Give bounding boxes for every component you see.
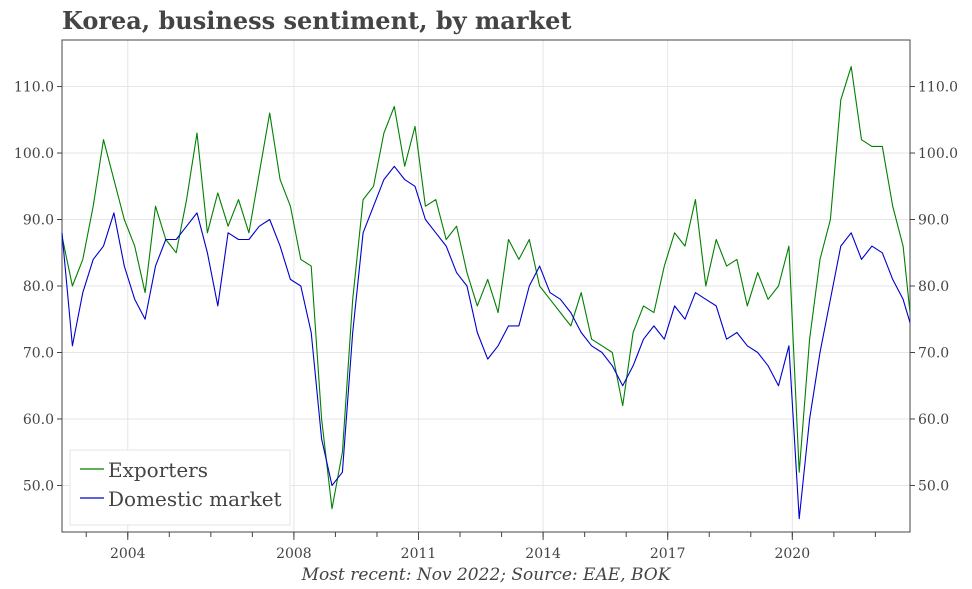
axis-layer: 50.0 50.0 60.0 60.0 70.0 70.0 80.0 80.0 90.0 90.0… (14, 80, 958, 562)
x-tick-label: 2008 (276, 546, 312, 562)
x-tick-label: 2017 (650, 546, 686, 562)
chart-caption: Most recent: Nov 2022; Source: EAE, BOK (301, 565, 671, 585)
y-tick-label-left: 110.0 (14, 80, 54, 96)
legend: Exporters Domestic market (69, 449, 291, 526)
series-line-domestic-market (61, 165, 911, 520)
y-tick-label-right: 60.0 (918, 412, 949, 428)
series-layer (61, 66, 911, 520)
y-tick-label-left: 100.0 (14, 146, 54, 162)
y-tick-label-right: 110.0 (918, 80, 958, 96)
grid-layer (62, 40, 910, 532)
y-tick-label-left: 70.0 (23, 345, 54, 361)
y-tick-label-left: 80.0 (23, 279, 54, 295)
y-tick-label-right: 50.0 (918, 478, 949, 494)
x-tick-label: 2011 (401, 546, 437, 562)
y-tick-label-left: 90.0 (23, 213, 54, 229)
y-tick-label-right: 70.0 (918, 345, 949, 361)
legend-box (69, 449, 291, 526)
x-tick-label: 2004 (110, 546, 146, 562)
legend-label-domestic: Domestic market (108, 487, 282, 511)
y-tick-label-right: 100.0 (918, 146, 958, 162)
x-tick-label: 2020 (774, 546, 810, 562)
series-line-exporters (61, 66, 911, 510)
legend-label-exporters: Exporters (108, 458, 208, 482)
y-tick-label-left: 50.0 (23, 478, 54, 494)
y-tick-label-right: 80.0 (918, 279, 949, 295)
chart-title: Korea, business sentiment, by market (62, 6, 572, 35)
y-tick-label-right: 90.0 (918, 213, 949, 229)
y-tick-label-left: 60.0 (23, 412, 54, 428)
x-tick-label: 2014 (525, 546, 561, 562)
